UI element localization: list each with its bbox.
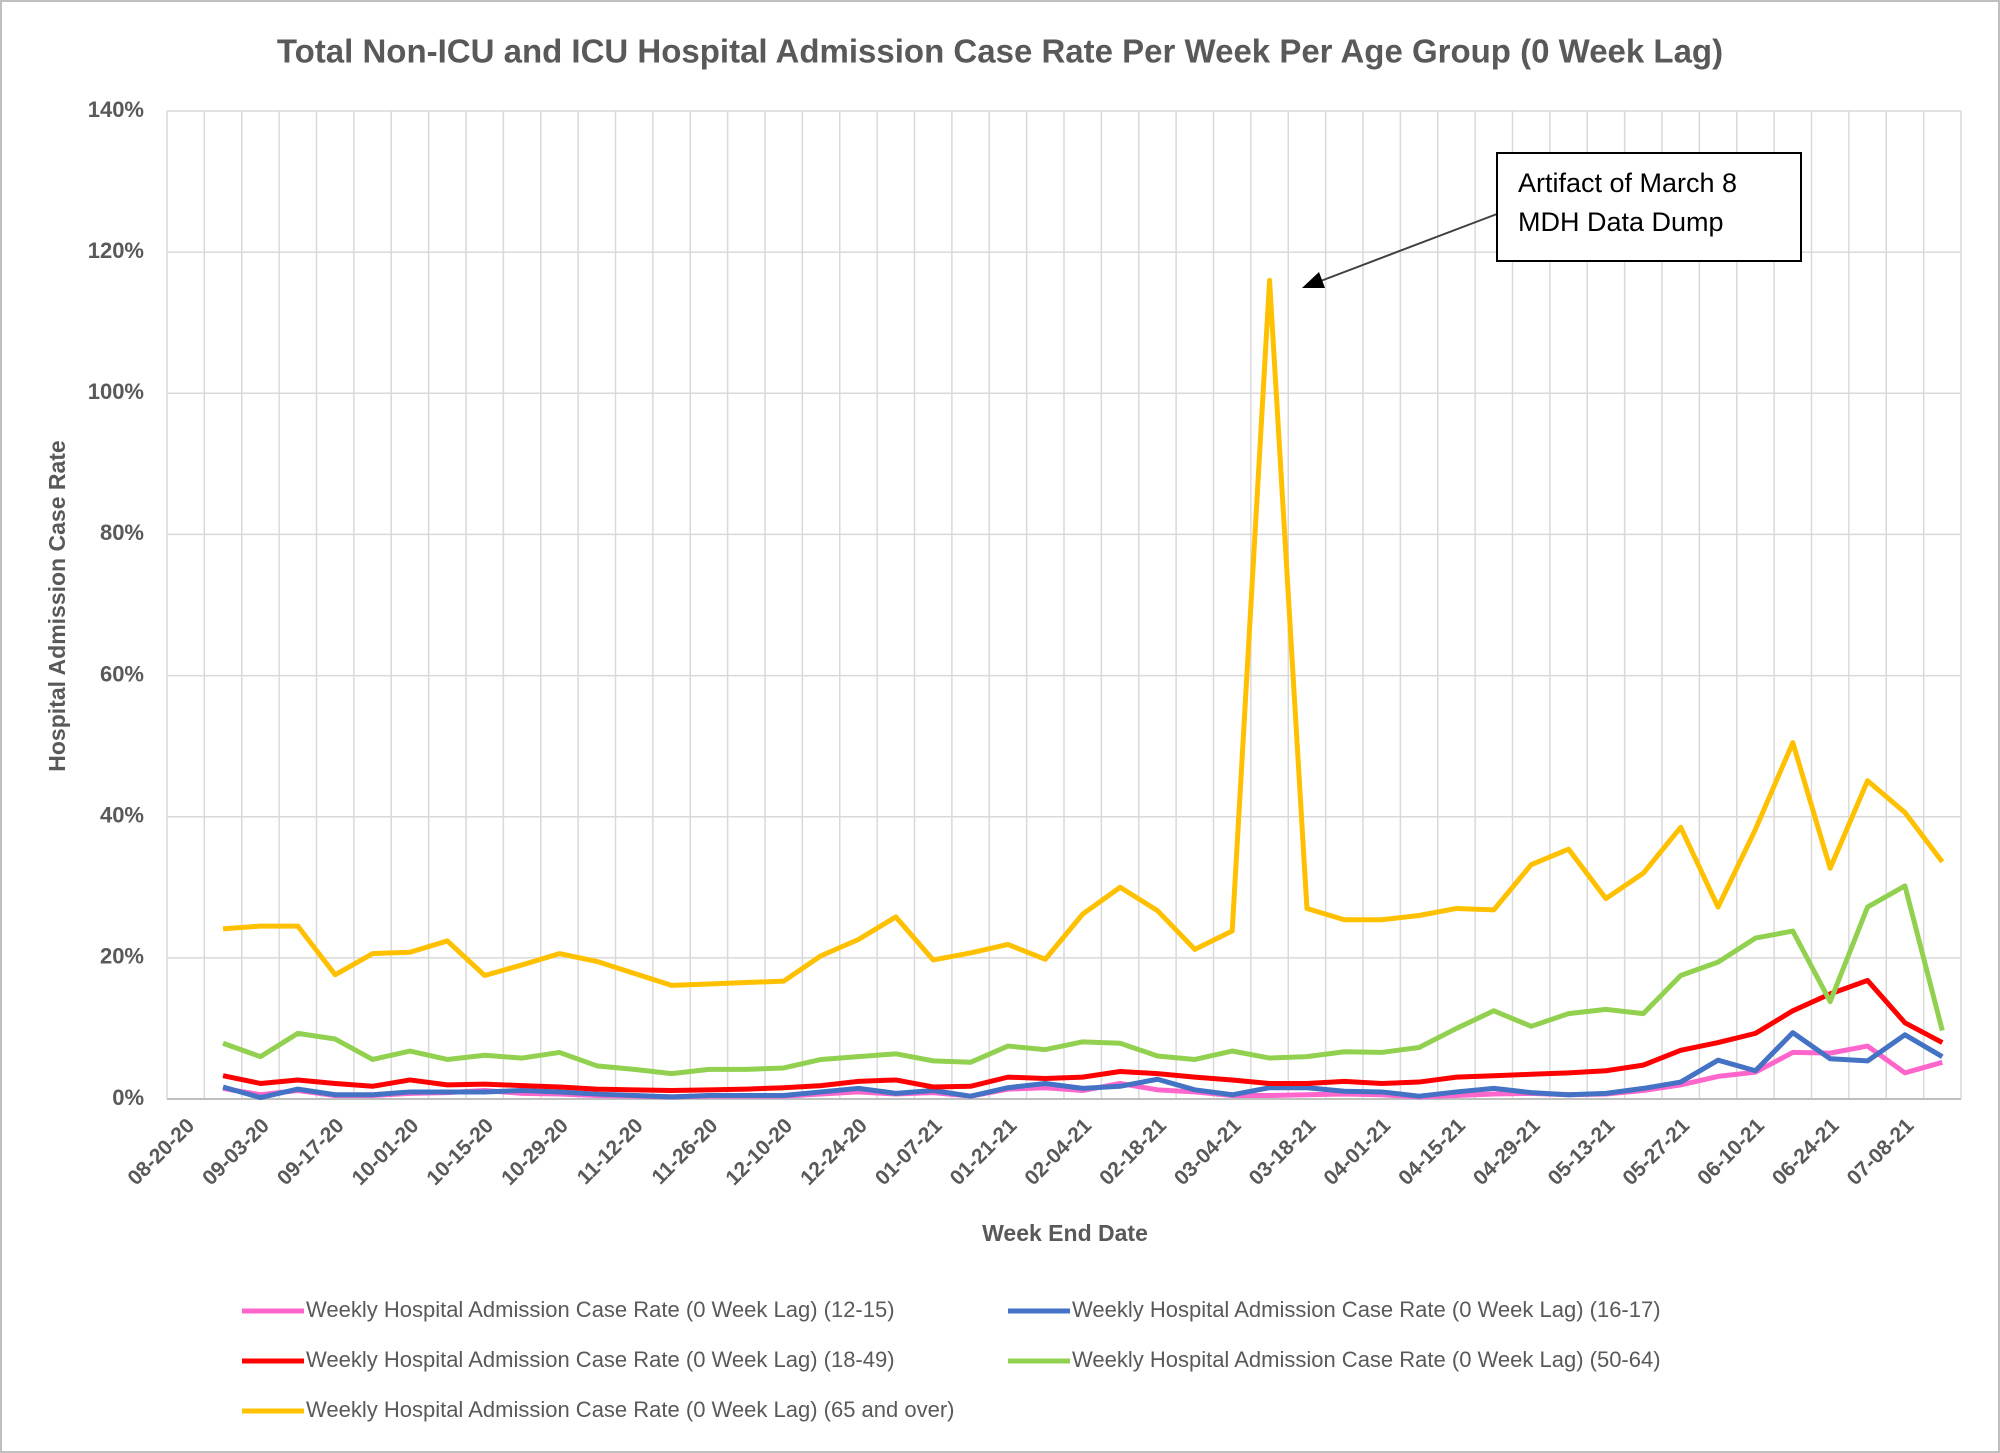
series-line	[222, 883, 1945, 1077]
y-tick-label: 100%	[88, 379, 144, 404]
y-tick-label: 80%	[100, 520, 144, 545]
y-tick-label: 140%	[88, 97, 144, 122]
legend-label: Weekly Hospital Admission Case Rate (0 W…	[306, 1397, 954, 1422]
legend-label: Weekly Hospital Admission Case Rate (0 W…	[1072, 1347, 1661, 1372]
y-tick-label: 0%	[112, 1085, 144, 1110]
annotation-arrow	[1317, 213, 1498, 283]
legend-label: Weekly Hospital Admission Case Rate (0 W…	[1072, 1297, 1661, 1322]
y-tick-label: 60%	[100, 661, 144, 686]
annotation-arrowhead	[1302, 272, 1325, 288]
y-axis-title: Hospital Admission Case Rate	[44, 440, 70, 771]
annotation-box	[1496, 152, 1802, 262]
series-line	[222, 277, 1945, 988]
legend-label: Weekly Hospital Admission Case Rate (0 W…	[306, 1297, 895, 1322]
annotation-text: MDH Data Dump	[1518, 207, 1724, 237]
y-tick-label: 20%	[100, 944, 144, 969]
x-axis-title: Week End Date	[982, 1220, 1148, 1246]
series-line	[222, 1030, 1944, 1101]
annotation-text: Artifact of March 8	[1518, 168, 1737, 198]
series-line	[222, 977, 1944, 1094]
chart-title: Total Non-ICU and ICU Hospital Admission…	[277, 33, 1723, 70]
annotation: Artifact of March 8 MDH Data Dump	[1302, 152, 1802, 288]
y-tick-label: 40%	[100, 803, 144, 828]
legend-label: Weekly Hospital Admission Case Rate (0 W…	[306, 1347, 895, 1372]
y-tick-label: 120%	[88, 238, 144, 263]
